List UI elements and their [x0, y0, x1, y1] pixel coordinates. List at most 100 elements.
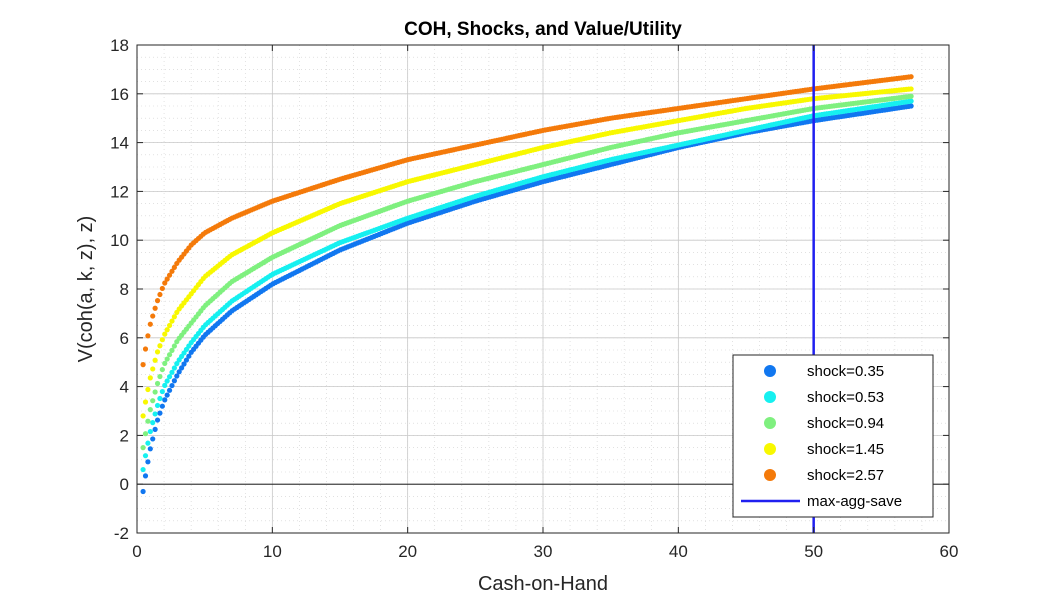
data-point: [169, 268, 175, 274]
legend-marker: [764, 443, 776, 455]
data-point: [159, 403, 165, 409]
legend-box: [732, 354, 934, 518]
data-point: [166, 352, 173, 358]
data-point: [169, 382, 175, 389]
series-shock-0-53: [140, 98, 914, 473]
legend-marker: [764, 365, 776, 377]
y-tick-label: 2: [120, 426, 129, 445]
x-tick-label: 0: [132, 542, 141, 561]
data-point: [169, 347, 175, 353]
data-point: [157, 395, 163, 402]
data-point: [181, 361, 187, 367]
legend-label: shock=0.35: [807, 363, 884, 380]
data-point: [150, 436, 156, 442]
data-point: [147, 428, 153, 435]
data-point: [152, 389, 158, 395]
data-point: [157, 291, 163, 298]
data-point: [145, 440, 151, 446]
y-tick-label: 12: [110, 182, 129, 201]
data-point: [142, 453, 149, 459]
data-point: [145, 333, 151, 339]
legend-entry: shock=0.53: [764, 389, 884, 406]
data-point: [147, 407, 153, 413]
legend-entry: shock=0.94: [764, 415, 884, 432]
data-point: [162, 382, 168, 388]
data-point: [154, 349, 161, 355]
data-point: [171, 314, 177, 320]
data-point: [169, 369, 175, 375]
data-point: [166, 374, 173, 380]
data-point: [152, 411, 158, 417]
data-point: [171, 365, 177, 371]
data-point: [140, 488, 146, 495]
data-point: [154, 402, 161, 409]
x-tick-label: 20: [398, 542, 417, 561]
data-point: [152, 426, 158, 432]
data-point: [171, 264, 177, 270]
data-point: [171, 343, 177, 349]
data-point: [154, 417, 161, 423]
data-point: [164, 356, 170, 362]
data-point: [142, 473, 149, 479]
data-point: [150, 366, 156, 372]
data-point: [147, 375, 153, 381]
x-tick-label: 50: [804, 542, 823, 561]
data-point: [179, 365, 185, 371]
x-tick-label: 60: [940, 542, 959, 561]
legend-label: shock=1.45: [807, 441, 884, 458]
data-point: [150, 420, 156, 426]
legend-label: shock=0.94: [807, 415, 884, 432]
legend-label: shock=0.53: [807, 389, 884, 406]
data-point: [169, 318, 175, 324]
data-point: [147, 446, 153, 452]
data-point: [908, 103, 914, 109]
legend-entry: shock=2.57: [764, 467, 884, 484]
data-point: [162, 397, 168, 403]
data-point: [140, 413, 146, 419]
data-point: [186, 353, 192, 359]
legend-entry: max-agg-save: [741, 493, 902, 510]
series-shock-2-57: [140, 74, 914, 368]
data-point: [164, 392, 170, 398]
legend-marker: [764, 391, 776, 403]
data-point: [157, 410, 163, 416]
data-point: [176, 369, 182, 375]
x-tick-label: 30: [534, 542, 553, 561]
data-point: [150, 398, 156, 404]
y-axis-label: V(coh(a, k, z), z): [75, 216, 97, 363]
data-point: [162, 280, 168, 286]
data-point: [152, 305, 158, 311]
data-point: [162, 360, 168, 366]
data-point: [140, 445, 146, 451]
data-point: [171, 378, 177, 384]
chart-title: COH, Shocks, and Value/Utility: [404, 19, 682, 40]
series-layer: [140, 74, 914, 495]
legend-marker: [764, 469, 776, 481]
data-point: [157, 343, 163, 349]
data-point: [166, 322, 173, 329]
data-point: [142, 431, 149, 437]
data-point: [145, 386, 151, 393]
y-tick-label: 10: [110, 231, 129, 250]
data-point: [166, 387, 173, 393]
data-point: [142, 346, 149, 352]
data-point: [145, 418, 151, 424]
data-point: [145, 459, 151, 465]
y-tick-label: 16: [110, 85, 129, 104]
data-point: [142, 399, 149, 405]
y-axis-ticks: -2 0 2 4 6 8 10 12 14 16 18: [110, 36, 949, 543]
y-tick-label: -2: [114, 524, 129, 543]
legend-marker: [764, 417, 776, 429]
data-point: [164, 327, 170, 333]
y-tick-label: 8: [120, 280, 129, 299]
data-point: [174, 361, 180, 367]
data-point: [159, 388, 165, 395]
data-point: [147, 321, 153, 327]
x-tick-label: 40: [669, 542, 688, 561]
data-point: [150, 313, 156, 319]
data-point: [159, 285, 165, 292]
data-point: [159, 366, 165, 373]
data-point: [908, 86, 914, 92]
data-point: [174, 373, 180, 379]
